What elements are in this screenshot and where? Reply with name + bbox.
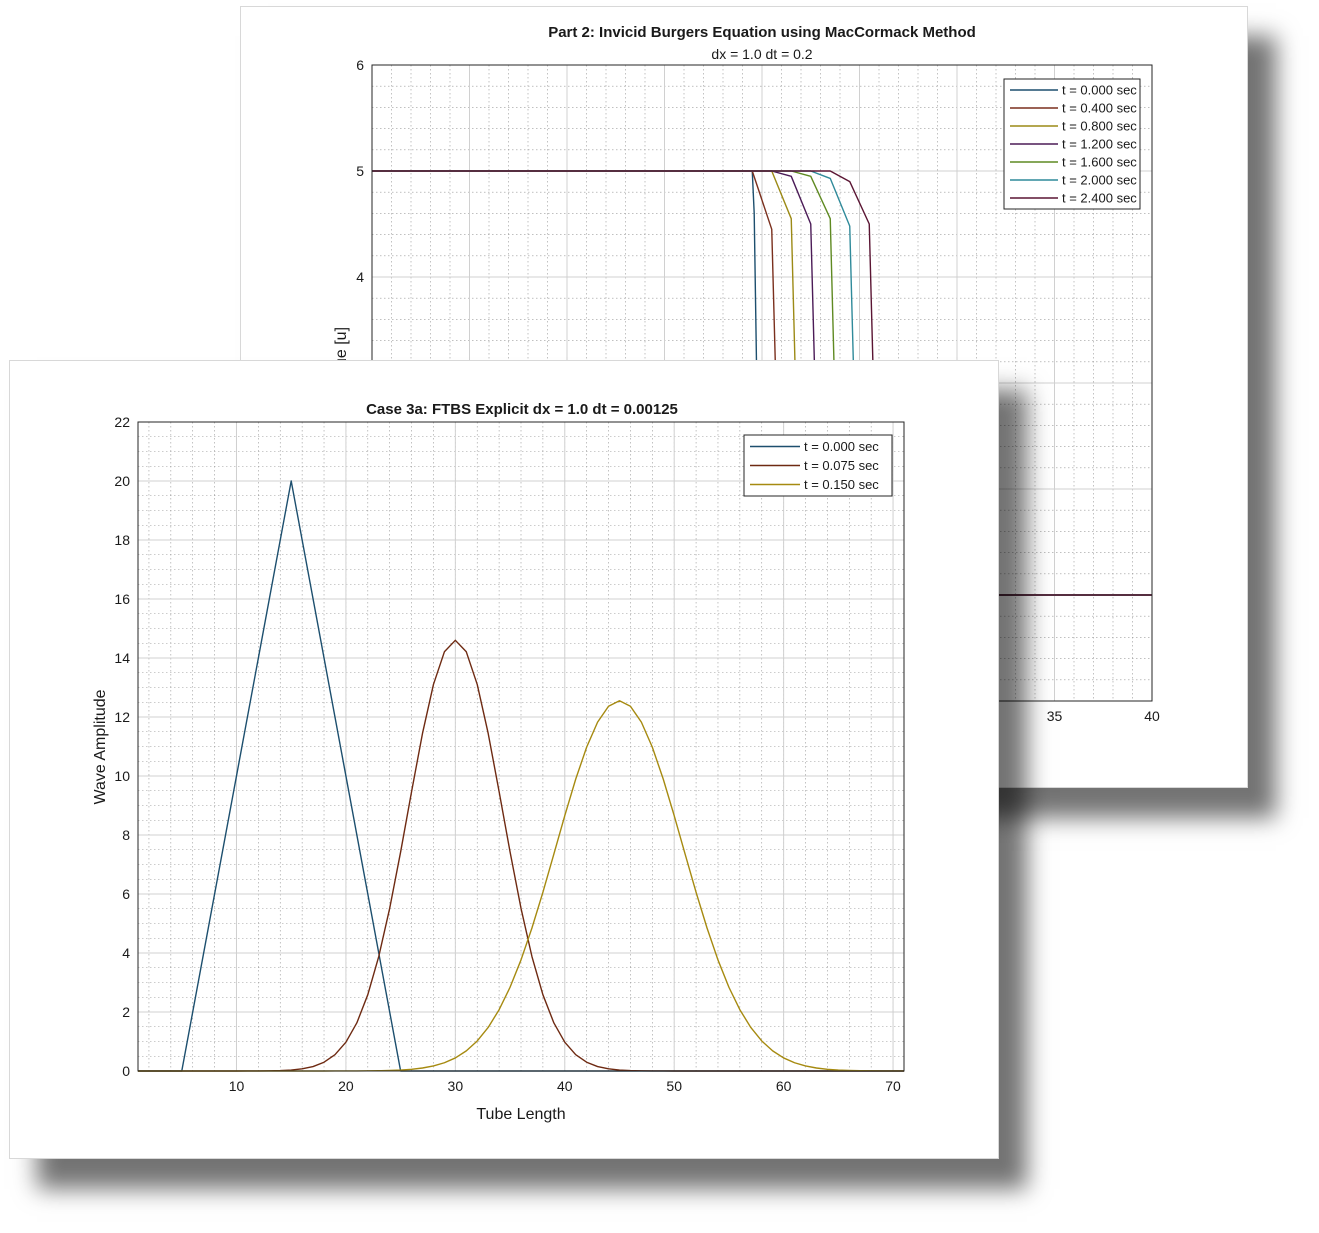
- legend-entry-1: t = 0.000 sec: [804, 439, 879, 454]
- y-tick-label: 12: [114, 709, 130, 725]
- back-chart-subtitle: dx = 1.0 dt = 0.2: [711, 46, 812, 62]
- y-tick-label: 4: [356, 269, 364, 285]
- front-y-axis-label: Wave Amplitude: [92, 689, 109, 804]
- y-tick-label: 22: [114, 414, 130, 430]
- y-tick-label: 8: [122, 827, 130, 843]
- y-tick-label: 0: [122, 1063, 130, 1079]
- legend-entry-3: t = 0.150 sec: [804, 477, 879, 492]
- back-y-axis-label: ue [u]: [333, 327, 350, 367]
- legend-entry-1: t = 0.000 sec: [1062, 83, 1137, 98]
- x-tick-label: 40: [557, 1078, 573, 1094]
- x-tick-label: 30: [448, 1078, 464, 1094]
- front-chart: Case 3a: FTBS Explicit dx = 1.0 dt = 0.0…: [92, 401, 905, 1123]
- x-tick-label: 20: [338, 1078, 354, 1094]
- y-tick-label: 16: [114, 591, 130, 607]
- back-legend: t = 0.000 sec t = 0.400 sec t = 0.800 sec t…: [1003, 78, 1141, 210]
- front-tick-labels: 10 20 30 40 50 60 70 0 2 4 6 8 10 12 14 16 18 20 22: [114, 414, 901, 1094]
- x-tick-label: 40: [1144, 708, 1160, 724]
- y-tick-label: 4: [122, 945, 130, 961]
- front-axes-box: [137, 421, 905, 1072]
- x-tick-label: 50: [666, 1078, 682, 1094]
- legend-entry-5: t = 1.600 sec: [1062, 155, 1137, 170]
- y-tick-label: 20: [114, 473, 130, 489]
- front-x-axis-label: Tube Length: [476, 1106, 565, 1123]
- x-tick-label: 60: [776, 1078, 792, 1094]
- legend-entry-4: t = 1.200 sec: [1062, 137, 1137, 152]
- y-tick-label: 10: [114, 768, 130, 784]
- legend-entry-3: t = 0.800 sec: [1062, 119, 1137, 134]
- legend-entry-7: t = 2.400 sec: [1062, 191, 1137, 206]
- x-tick-label: 10: [229, 1078, 245, 1094]
- y-tick-label: 6: [122, 886, 130, 902]
- legend-entry-2: t = 0.400 sec: [1062, 101, 1137, 116]
- y-tick-label: 6: [356, 57, 364, 73]
- front-legend: t = 0.000 sec t = 0.075 sec t = 0.150 sec: [743, 434, 893, 497]
- legend-entry-2: t = 0.075 sec: [804, 458, 879, 473]
- x-tick-label: 70: [885, 1078, 901, 1094]
- front-figure-card: Case 3a: FTBS Explicit dx = 1.0 dt = 0.0…: [9, 360, 999, 1159]
- front-grid: [138, 421, 904, 1072]
- y-tick-label: 2: [122, 1004, 130, 1020]
- x-tick-label: 35: [1047, 708, 1063, 724]
- back-chart-title: Part 2: Invicid Burgers Equation using M…: [548, 24, 976, 41]
- front-chart-title: Case 3a: FTBS Explicit dx = 1.0 dt = 0.0…: [366, 401, 678, 418]
- y-tick-label: 18: [114, 532, 130, 548]
- legend-entry-6: t = 2.000 sec: [1062, 173, 1137, 188]
- y-tick-label: 5: [356, 163, 364, 179]
- y-tick-label: 14: [114, 650, 130, 666]
